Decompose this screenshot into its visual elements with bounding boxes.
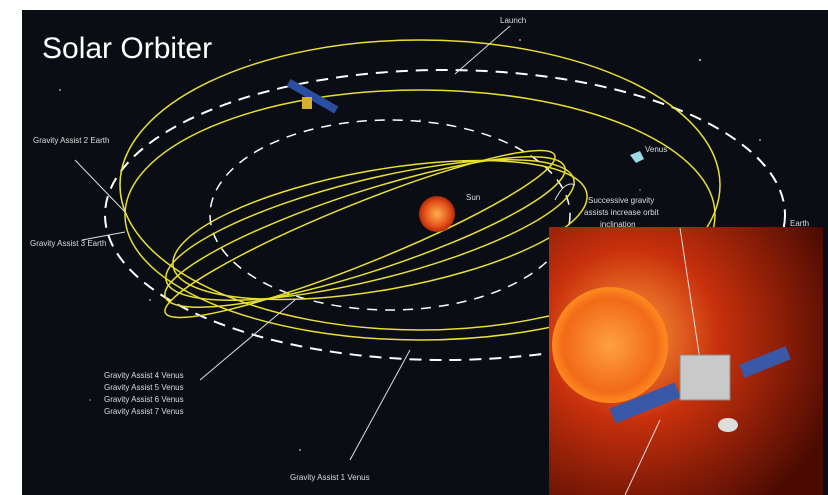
label-sun: Sun xyxy=(466,193,480,202)
label-venus: Venus xyxy=(645,145,667,154)
label-note: assists increase orbit xyxy=(584,208,659,217)
label-ga-venus: Gravity Assist 7 Venus xyxy=(104,407,184,416)
inset-image xyxy=(549,227,823,495)
label-ga1: Gravity Assist 1 Venus xyxy=(290,473,370,482)
label-note: Successive gravity xyxy=(588,196,654,205)
illustration: Launch Venus Sun Earth Gravity Assist 2 … xyxy=(0,0,828,495)
label-ga2: Gravity Assist 2 Earth xyxy=(33,136,109,145)
label-ga-venus: Gravity Assist 6 Venus xyxy=(104,395,184,404)
label-launch: Launch xyxy=(500,16,526,25)
sun xyxy=(419,196,455,232)
slide: Launch Venus Sun Earth Gravity Assist 2 … xyxy=(0,0,828,495)
label-ga-venus: Gravity Assist 5 Venus xyxy=(104,383,184,392)
label-earth: Earth xyxy=(790,219,809,228)
label-ga3: Gravity Assist 3 Earth xyxy=(30,239,106,248)
slide-title: Solar Orbiter xyxy=(42,32,212,65)
label-ga-venus: Gravity Assist 4 Venus xyxy=(104,371,184,380)
